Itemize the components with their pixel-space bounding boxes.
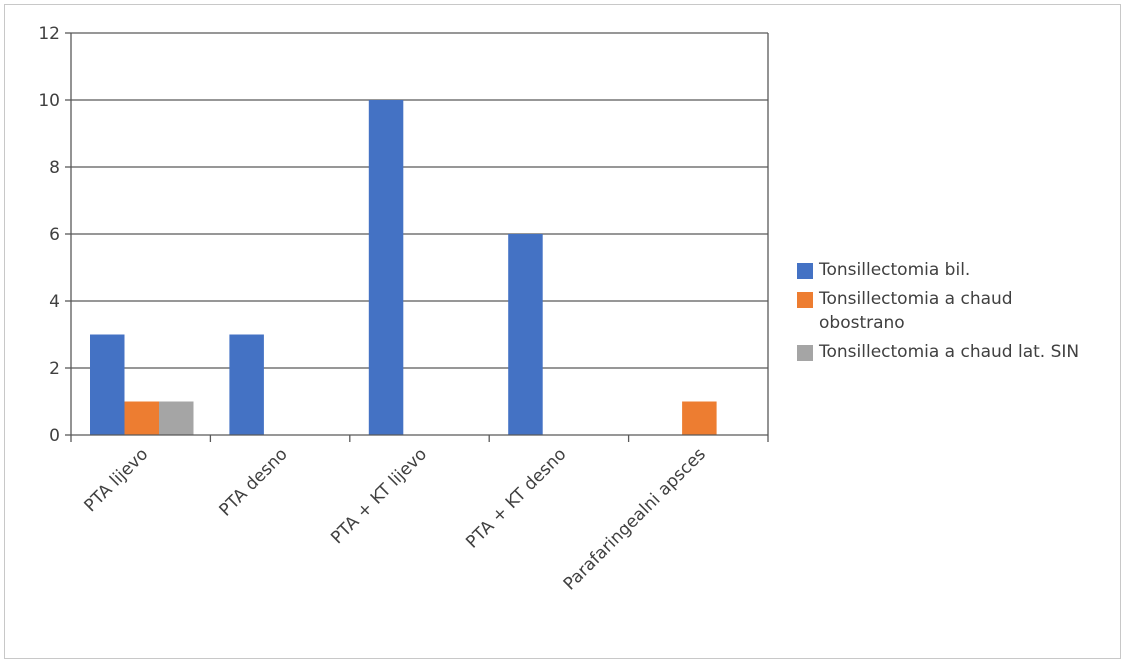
legend-item-tonsillectomia-bil: Tonsillectomia bil. (797, 258, 1097, 282)
y-tick-label: 2 (49, 359, 60, 379)
bar (508, 234, 543, 435)
legend-label: Tonsillectomia bil. (819, 260, 971, 280)
bar (124, 401, 159, 435)
y-tick-label: 0 (49, 426, 60, 446)
x-tick-label: PTA desno (216, 444, 292, 520)
bar (229, 334, 264, 435)
legend-swatch-gray (797, 345, 813, 361)
bar (159, 401, 194, 435)
x-tick-label: PTA lijevo (80, 444, 152, 516)
y-tick-label: 6 (49, 225, 60, 245)
y-tick-label: 4 (49, 292, 60, 312)
legend-label: Tonsillectomia a chaud lat. SIN (819, 342, 1080, 362)
legend-label: Tonsillectomia a chaud obostrano (819, 289, 1013, 333)
legend: Tonsillectomia bil. Tonsillectomia a cha… (797, 258, 1097, 369)
x-tick-label: PTA + KT lijevo (327, 444, 431, 548)
bar (368, 100, 404, 435)
y-tick-label: 10 (38, 91, 60, 111)
legend-swatch-orange (797, 292, 813, 308)
bar (682, 401, 717, 435)
x-tick-label: PTA + KT desno (462, 444, 570, 552)
chart-area (4, 4, 1121, 659)
y-tick-label: 8 (49, 158, 60, 178)
legend-item-tonsillectomia-a-chaud-lat-sin: Tonsillectomia a chaud lat. SIN (797, 340, 1097, 364)
x-tick-label: Parafaringealni apsces (560, 444, 710, 594)
legend-item-tonsillectomia-a-chaud-obostrano: Tonsillectomia a chaud obostrano (797, 287, 1097, 335)
legend-swatch-blue (797, 263, 813, 279)
y-tick-label: 12 (38, 24, 60, 44)
bar (90, 334, 125, 435)
